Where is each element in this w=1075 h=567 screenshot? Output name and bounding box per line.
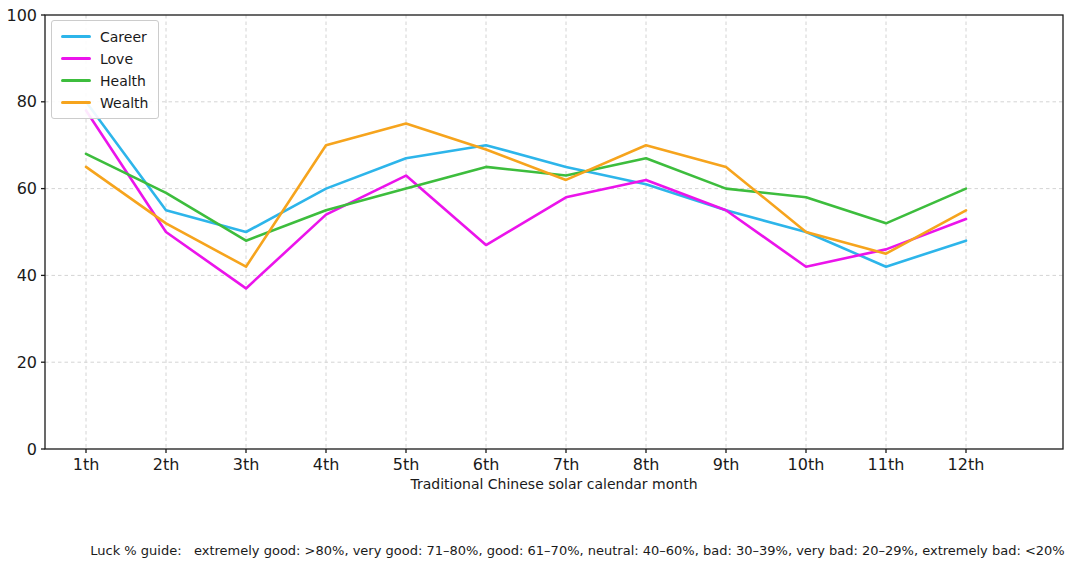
x-tick-label: 9th <box>713 455 740 474</box>
x-axis-label: Traditional Chinese solar calendar month <box>45 476 1063 492</box>
x-tick-label: 7th <box>553 455 580 474</box>
legend-item-health: Health <box>61 71 148 90</box>
legend-label: Wealth <box>100 95 148 111</box>
y-tick-label: 20 <box>17 353 37 372</box>
series-line-love <box>86 110 966 288</box>
x-tick-label: 1th <box>73 455 100 474</box>
legend: Career Love Health Wealth <box>51 20 159 119</box>
x-tick-label: 6th <box>473 455 500 474</box>
legend-item-wealth: Wealth <box>61 93 148 112</box>
x-tick-label: 10th <box>788 455 825 474</box>
y-tick-label: 80 <box>17 92 37 111</box>
luck-line-chart-figure: 0 20 40 60 80 100 1th 2th 3th 4th 5th 6th 7th 8th 9th 1… <box>0 0 1075 567</box>
x-tick-label: 11th <box>868 455 905 474</box>
x-tick-label: 12th <box>948 455 985 474</box>
legend-swatch-career <box>61 35 91 38</box>
legend-item-career: Career <box>61 27 148 46</box>
x-tick-label: 4th <box>313 455 340 474</box>
legend-swatch-health <box>61 79 91 82</box>
caption: Luck % guide: extremely good: >80%, very… <box>80 543 1075 558</box>
y-tick-label: 100 <box>6 6 37 25</box>
x-tick-label: 5th <box>393 455 420 474</box>
series-line-career <box>86 102 966 267</box>
legend-label: Career <box>100 29 147 45</box>
y-tick-label: 0 <box>27 440 37 459</box>
x-tick-label: 2th <box>153 455 180 474</box>
legend-swatch-love <box>61 57 91 60</box>
legend-item-love: Love <box>61 49 148 68</box>
legend-label: Love <box>100 51 133 67</box>
legend-swatch-wealth <box>61 101 91 104</box>
legend-label: Health <box>100 73 146 89</box>
x-tick-label: 3th <box>233 455 260 474</box>
y-tick-label: 40 <box>17 266 37 285</box>
series-line-health <box>86 154 966 241</box>
axes-spines <box>45 15 1063 449</box>
y-tick-label: 60 <box>17 179 37 198</box>
x-tick-label: 8th <box>633 455 660 474</box>
